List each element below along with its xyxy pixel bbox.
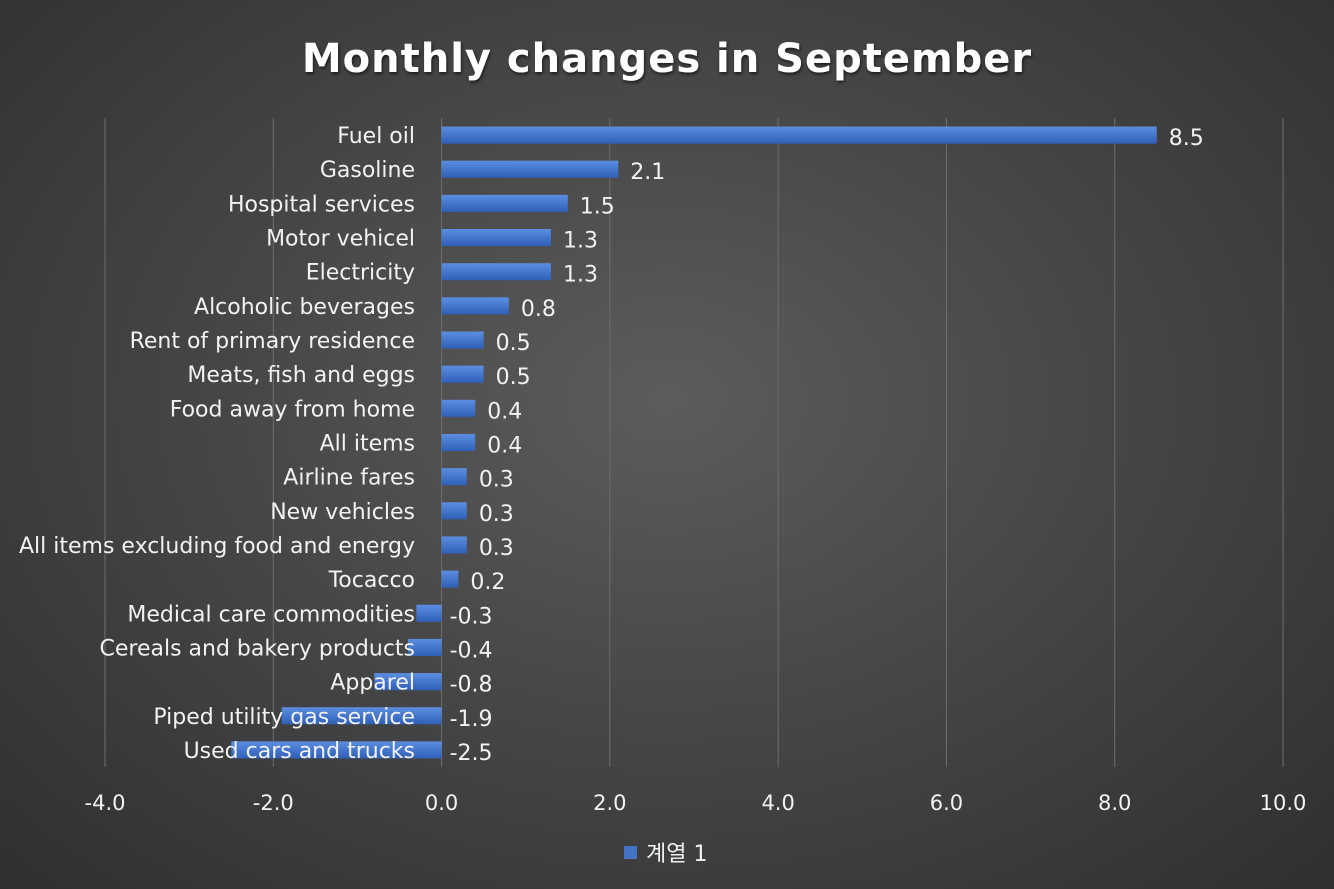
data-label: 0.4 (487, 434, 522, 459)
data-label: 1.3 (563, 229, 598, 254)
data-label: 0.5 (496, 331, 531, 356)
bar (441, 194, 568, 212)
bar (441, 502, 467, 520)
x-tick-label: 4.0 (761, 791, 794, 815)
x-axis-ticks: -4.0 -2.0 0.0 2.0 4.0 6.0 8.0 10.0 (85, 791, 1307, 815)
category-label: All items excluding food and energy (19, 534, 415, 559)
x-tick-label: 8.0 (1098, 791, 1131, 815)
bar (374, 673, 442, 691)
data-labels: 8.5 2.1 1.5 1.3 1.3 0.8 0.5 0.5 0.4 0.4 0.3 0.3 0.3 0… (450, 126, 1204, 766)
data-label: 0.2 (470, 570, 505, 595)
data-label: -0.8 (450, 673, 493, 698)
bar (407, 638, 442, 656)
data-label: 8.5 (1169, 126, 1204, 151)
data-label: 0.8 (521, 297, 556, 322)
bar (441, 570, 459, 588)
category-label: Hospital services (228, 192, 415, 217)
bar (441, 365, 484, 383)
bar (281, 707, 442, 725)
category-label: Motor vehicel (266, 227, 415, 252)
data-label: 1.3 (563, 263, 598, 288)
x-tick-label: -4.0 (85, 791, 126, 815)
x-tick-label: 0.0 (425, 791, 458, 815)
bar (441, 297, 509, 315)
chart-title: Monthly changes in September (302, 36, 1032, 82)
category-label: Food away from home (170, 397, 415, 422)
category-label: Alcoholic beverages (194, 295, 415, 320)
bar (441, 160, 619, 178)
bar (441, 399, 476, 417)
x-tick-label: 10.0 (1260, 791, 1307, 815)
category-label: Used cars and trucks (184, 739, 415, 764)
bar (231, 741, 442, 759)
x-tick-label: 6.0 (930, 791, 963, 815)
category-label: New vehicles (270, 500, 415, 525)
bar (416, 604, 442, 622)
category-label: Gasoline (320, 158, 415, 183)
data-label: -0.3 (450, 604, 493, 629)
bar (441, 126, 1157, 144)
category-label: Electricity (306, 261, 415, 286)
category-label: Airline fares (283, 466, 415, 491)
legend-swatch (624, 846, 637, 859)
bars (231, 126, 1157, 759)
category-label: Meats, fish and eggs (187, 363, 415, 388)
category-labels: Fuel oil Gasoline Hospital services Motor v… (19, 124, 415, 764)
category-label: Cereals and bakery products (100, 636, 416, 661)
data-label: 2.1 (630, 160, 665, 185)
category-label: Apparel (330, 671, 415, 696)
data-label: 0.5 (496, 365, 531, 390)
bar (441, 468, 467, 486)
data-label: 0.3 (479, 502, 514, 527)
bar (441, 331, 484, 349)
data-label: 0.4 (487, 399, 522, 424)
x-tick-label: -2.0 (253, 791, 294, 815)
data-label: -2.5 (450, 741, 493, 766)
data-label: -1.9 (450, 707, 493, 732)
category-label: Fuel oil (337, 124, 415, 149)
data-label: 1.5 (580, 194, 615, 219)
category-label: Tocacco (328, 568, 415, 593)
bar (441, 229, 551, 247)
legend: 계열 1 (624, 842, 707, 867)
category-label: Piped utility gas service (153, 705, 415, 730)
bar (441, 433, 476, 452)
category-label: All items (320, 432, 415, 457)
category-label: Medical care commodities (127, 602, 415, 627)
data-label: -0.4 (450, 638, 493, 663)
data-label: 0.3 (479, 536, 514, 561)
bar (441, 536, 467, 554)
data-label: 0.3 (479, 468, 514, 493)
legend-label: 계열 1 (646, 842, 707, 867)
category-label: Rent of primary residence (130, 329, 415, 354)
x-tick-label: 2.0 (593, 791, 626, 815)
bar (441, 263, 551, 281)
